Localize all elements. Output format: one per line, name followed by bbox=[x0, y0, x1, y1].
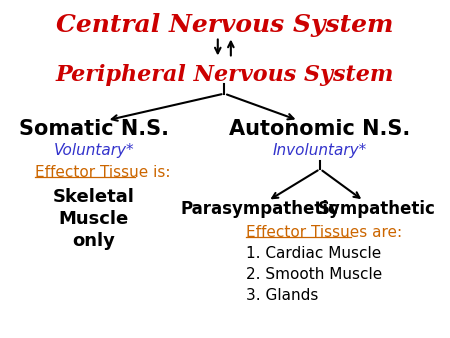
Text: 2. Smooth Muscle: 2. Smooth Muscle bbox=[246, 267, 382, 282]
Text: Effector Tissue is:: Effector Tissue is: bbox=[35, 165, 171, 180]
Text: 1. Cardiac Muscle: 1. Cardiac Muscle bbox=[246, 246, 381, 261]
Text: 3. Glands: 3. Glands bbox=[246, 288, 319, 303]
Text: Muscle: Muscle bbox=[58, 210, 129, 228]
Text: Central Nervous System: Central Nervous System bbox=[55, 13, 393, 37]
Text: Parasympathetic: Parasympathetic bbox=[180, 200, 338, 218]
Text: Peripheral Nervous System: Peripheral Nervous System bbox=[55, 64, 393, 86]
Text: Skeletal: Skeletal bbox=[53, 189, 135, 207]
Text: Autonomic N.S.: Autonomic N.S. bbox=[230, 119, 411, 139]
Text: Sympathetic: Sympathetic bbox=[318, 200, 436, 218]
Text: Effector Tissues are:: Effector Tissues are: bbox=[246, 225, 402, 240]
Text: Voluntary*: Voluntary* bbox=[54, 143, 134, 158]
Text: Involuntary*: Involuntary* bbox=[273, 143, 367, 158]
Text: Somatic N.S.: Somatic N.S. bbox=[19, 119, 169, 139]
Text: only: only bbox=[72, 232, 115, 250]
